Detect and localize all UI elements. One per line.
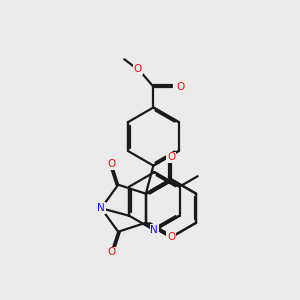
- Text: N: N: [97, 203, 105, 213]
- Text: N: N: [151, 225, 158, 235]
- Text: O: O: [167, 152, 175, 162]
- Text: O: O: [107, 248, 116, 257]
- Text: O: O: [107, 159, 116, 169]
- Text: O: O: [167, 232, 175, 242]
- Text: O: O: [176, 82, 184, 92]
- Text: O: O: [134, 64, 142, 74]
